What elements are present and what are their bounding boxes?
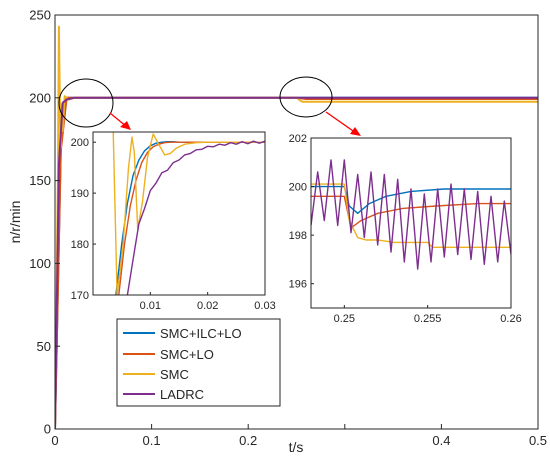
inset-step-x-tick-label: 0.255 xyxy=(414,313,442,325)
inset-startup-x-axis: 0.01 0.02 0.03 xyxy=(140,292,276,312)
inset-step-x-axis: 0.25 0.255 0.26 xyxy=(334,305,522,325)
main-x-tick-label: 0.2 xyxy=(239,433,257,448)
main-x-tick-label: 0.5 xyxy=(529,433,547,448)
main-line-ladrc xyxy=(55,96,538,429)
main-y-tick-label: 0 xyxy=(44,422,51,437)
inset-start-x-tick-label: 0.01 xyxy=(140,300,161,312)
callout-arrowhead-step xyxy=(350,127,361,136)
main-x-tick-label: 0 xyxy=(51,433,58,448)
inset-step-series-lines xyxy=(311,159,511,270)
zoom-callouts xyxy=(58,76,361,136)
inset-start-x-tick-label: 0.03 xyxy=(254,300,275,312)
inset-step-line-ladrc xyxy=(311,159,511,270)
main-y-tick-label: 100 xyxy=(29,256,51,271)
inset-step-frame xyxy=(310,137,512,309)
main-series-lines xyxy=(55,25,538,429)
main-plot-frame xyxy=(54,14,539,430)
callout-arrowhead-startup xyxy=(120,121,131,130)
legend-label-smc: SMC xyxy=(160,367,189,382)
inset-start-y-tick-label: 170 xyxy=(71,290,89,302)
main-y-tick-label: 150 xyxy=(29,173,51,188)
inset-step-y-tick-label: 202 xyxy=(289,133,307,145)
inset-start-line-ladrc xyxy=(126,140,265,295)
inset-start-x-tick-label: 0.02 xyxy=(197,300,218,312)
x-axis-label: t/s xyxy=(289,439,304,455)
legend-label-smc-ilc-lo: SMC+ILC+LO xyxy=(160,326,242,341)
inset-start-y-tick-label: 200 xyxy=(71,137,89,149)
inset-step: 0.25 0.255 0.26 196 198 200 202 xyxy=(289,133,522,325)
inset-start-line-smc xyxy=(112,132,265,295)
inset-step-y-tick-label: 196 xyxy=(289,279,307,291)
inset-step-y-tick-label: 198 xyxy=(289,230,307,242)
inset-step-y-tick-label: 200 xyxy=(289,181,307,193)
legend-entry-smc: SMC xyxy=(123,367,189,382)
main-y-tick-label: 250 xyxy=(29,8,51,23)
callout-arrow-step xyxy=(325,111,357,134)
inset-start-y-tick-label: 180 xyxy=(71,239,89,251)
inset-step-line-smc xyxy=(311,183,511,249)
main-x-axis: 0 0.1 0.2 0.4 0.5 xyxy=(51,424,547,448)
inset-step-line-smc-lo xyxy=(311,195,511,229)
inset-startup-y-axis: 170 180 190 200 xyxy=(71,137,96,302)
legend-entry-smc-lo: SMC+LO xyxy=(123,347,214,362)
main-y-axis: 0 50 100 150 200 250 xyxy=(29,8,60,437)
main-x-tick-label: 0.4 xyxy=(432,433,450,448)
inset-step-x-tick-label: 0.25 xyxy=(334,313,355,325)
inset-startup: 0.01 0.02 0.03 170 180 190 200 xyxy=(71,131,276,312)
legend: SMC+ILC+LO SMC+LO SMC LADRC xyxy=(116,318,281,407)
main-y-tick-label: 200 xyxy=(29,90,51,105)
inset-start-line-smc-lo xyxy=(118,141,265,295)
zoom-circle-startup xyxy=(58,78,114,128)
legend-label-ladrc: LADRC xyxy=(160,387,204,402)
inset-step-x-tick-label: 0.26 xyxy=(500,313,521,325)
inset-startup-frame xyxy=(92,131,266,296)
inset-start-y-tick-label: 190 xyxy=(71,188,89,200)
zoom-circle-step xyxy=(279,76,333,118)
legend-entry-smc-ilc-lo: SMC+ILC+LO xyxy=(123,326,242,341)
main-x-tick-label: 0.1 xyxy=(143,433,161,448)
inset-startup-series-lines xyxy=(112,132,265,295)
legend-label-smc-lo: SMC+LO xyxy=(160,347,214,362)
main-y-tick-label: 50 xyxy=(37,339,51,354)
y-axis-label: n/r/min xyxy=(7,201,23,244)
inset-step-y-axis: 196 198 200 202 xyxy=(289,133,314,291)
legend-entry-ladrc: LADRC xyxy=(123,387,204,402)
